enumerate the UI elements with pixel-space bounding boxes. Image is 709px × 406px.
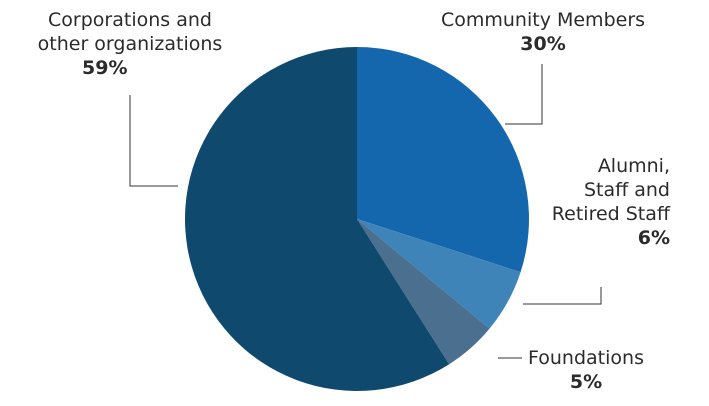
leader-line-alumni (523, 287, 602, 305)
label-alumni-line3: Retired Staff (551, 203, 670, 225)
label-community-members: Community Members 30% (432, 8, 654, 56)
label-corporations-pct: 59% (82, 57, 128, 79)
label-community-name: Community Members (440, 9, 646, 31)
label-corporations-line2: other organizations (37, 33, 223, 55)
label-alumni-staff: Alumni, Staff and Retired Staff 6% (520, 154, 670, 250)
label-alumni-pct: 6% (637, 227, 670, 249)
pie-slice-community-members (357, 47, 529, 273)
label-foundations-pct: 5% (569, 371, 603, 393)
pie-slice-alumni-staff-and-retired-staff (357, 219, 521, 329)
label-corporations-line1: Corporations and (48, 9, 212, 31)
label-community-pct: 30% (520, 33, 566, 55)
label-foundations: Foundations 5% (522, 346, 650, 394)
label-alumni-line1: Alumni, (597, 155, 670, 177)
leader-line-community (505, 64, 543, 125)
pie-slice-foundations (357, 219, 490, 365)
pie-slice-corporations-and-other-organizations (184, 46, 450, 391)
label-foundations-name: Foundations (528, 347, 644, 369)
label-alumni-line2: Staff and (583, 179, 670, 201)
leader-line-corporations (129, 95, 178, 187)
label-corporations: Corporations and other organizations 59% (10, 8, 250, 80)
